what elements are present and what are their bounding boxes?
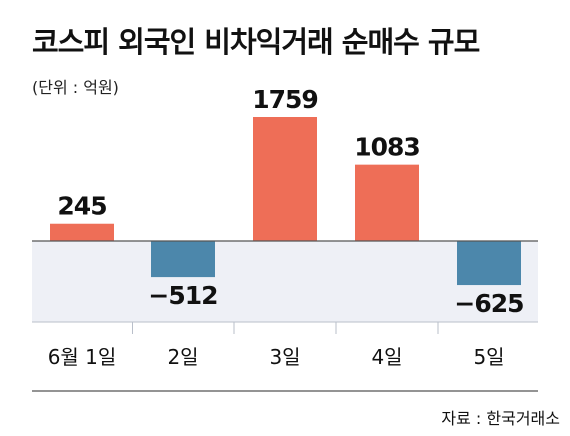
data-label: 1759 [252, 85, 318, 114]
bar [151, 241, 215, 278]
data-label: −625 [454, 289, 523, 318]
data-label: −512 [148, 281, 217, 310]
tick-marks [132, 322, 439, 334]
bars [50, 117, 521, 286]
x-tick-labels: 6월 1일 2일 3일 4일 5일 [48, 345, 505, 369]
chart-title: 코스피 외국인 비차익거래 순매수 규모 [32, 25, 480, 59]
x-tick-label: 2일 [167, 345, 198, 369]
negative-area-band [32, 241, 538, 322]
bar [253, 117, 317, 241]
data-label: 245 [57, 192, 106, 221]
value-labels: 245 −512 1759 1083 −625 [57, 85, 524, 318]
bar [457, 241, 521, 286]
x-tick-label: 4일 [371, 345, 402, 369]
x-tick-label: 6월 1일 [48, 345, 117, 369]
unit-label: (단위 : 억원) [32, 78, 119, 97]
source-label: 자료 : 한국거래소 [441, 409, 560, 428]
x-tick-label: 3일 [269, 345, 300, 369]
bar [355, 164, 419, 241]
x-tick-label: 5일 [473, 345, 504, 369]
data-label: 1083 [354, 133, 420, 162]
bar [50, 223, 114, 241]
